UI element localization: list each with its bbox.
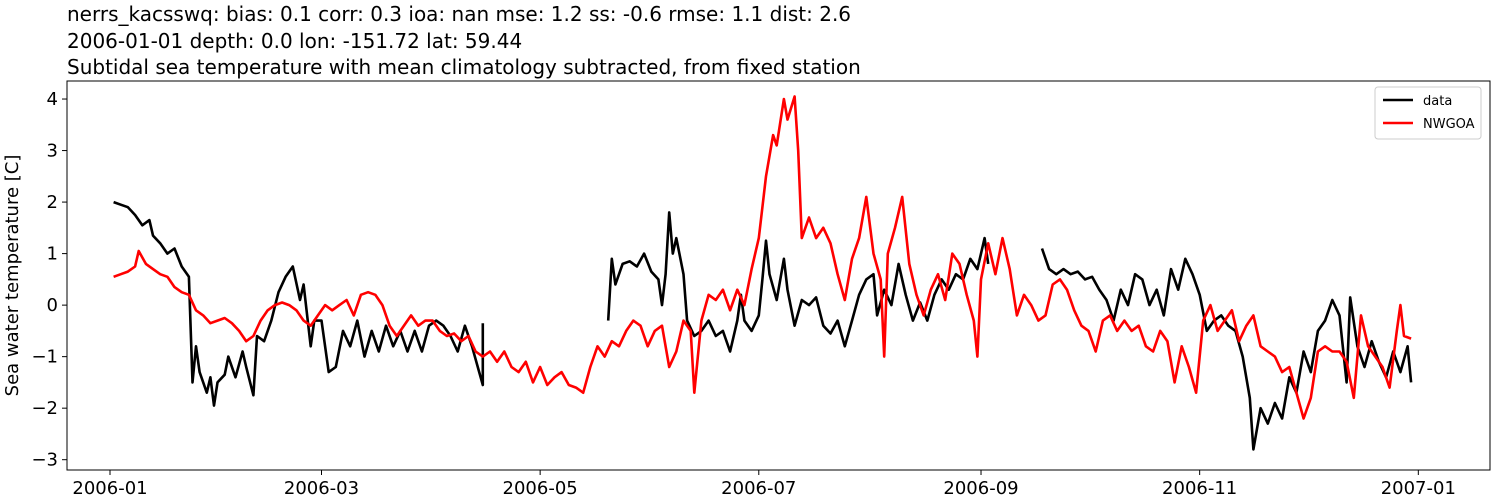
chart-title-line-3: Subtidal sea temperature with mean clima… (67, 55, 861, 79)
y-tick-label: −3 (31, 450, 58, 471)
series-nwgoa (113, 95, 1412, 420)
y-axis-label: Sea water temperature [C] (2, 155, 23, 397)
x-tick-label: 2006-11 (1162, 478, 1237, 499)
y-tick-label: 4 (47, 89, 58, 110)
y-tick-label: −1 (31, 347, 58, 368)
x-tick-label: 2006-09 (943, 478, 1018, 499)
y-tick-label: 2 (47, 192, 58, 213)
x-tick-label: 2007-01 (1381, 478, 1456, 499)
series-line-data-2 (1040, 248, 1413, 451)
x-tick-label: 2006-05 (503, 478, 578, 499)
y-tick-label: 3 (47, 141, 58, 162)
y-tick-label: −2 (31, 398, 58, 419)
series-line-nwgoa-0 (113, 95, 1412, 420)
legend: data NWGOA (1374, 86, 1482, 140)
series-line-data-1 (606, 211, 990, 353)
legend-label-data: data (1423, 94, 1452, 109)
y-axis: −3 −2 −1 0 1 2 3 4 (31, 89, 67, 471)
x-axis: 2006-01 2006-03 2006-05 2006-07 2006-09 2006-… (72, 470, 1456, 499)
x-tick-label: 2006-07 (721, 478, 796, 499)
x-tick-label: 2006-01 (72, 478, 147, 499)
plot-area (113, 95, 1413, 451)
x-tick-label: 2006-03 (284, 478, 359, 499)
y-tick-label: 1 (47, 244, 58, 265)
series-line-data-0 (113, 200, 485, 407)
y-tick-label: 0 (47, 295, 58, 316)
legend-label-nwgoa: NWGOA (1423, 117, 1475, 132)
axes-frame (66, 80, 1491, 471)
chart-title-line-2: 2006-01-01 depth: 0.0 lon: -151.72 lat: … (67, 29, 523, 53)
chart-title-line-1: nerrs_kacsswq: bias: 0.1 corr: 0.3 ioa: … (67, 2, 852, 26)
